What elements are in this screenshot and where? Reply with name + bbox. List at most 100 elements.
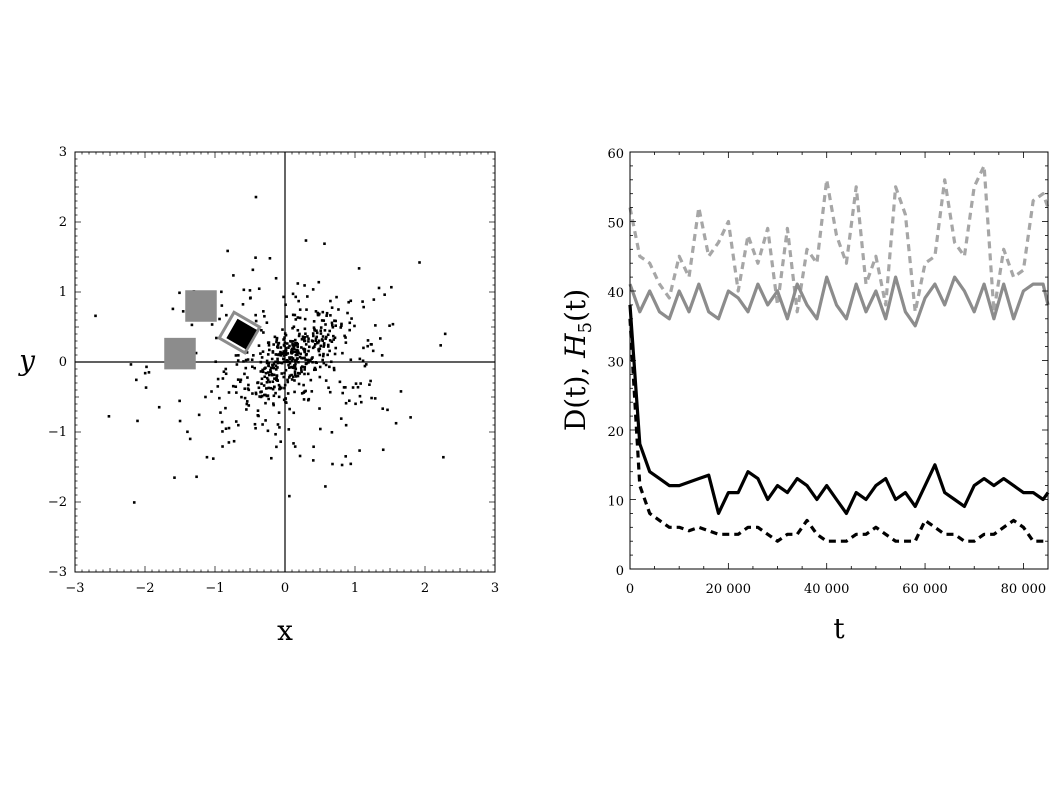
scatter-point bbox=[290, 348, 293, 352]
scatter-point bbox=[304, 358, 307, 361]
scatter-point bbox=[265, 387, 268, 390]
line-y-tick-label: 20 bbox=[607, 425, 624, 440]
scatter-point bbox=[278, 352, 281, 356]
scatter-point bbox=[258, 395, 261, 398]
scatter-point bbox=[295, 348, 299, 352]
scatter-point bbox=[291, 340, 295, 343]
scatter-point bbox=[318, 353, 322, 357]
scatter-point bbox=[243, 387, 247, 391]
scatter-point bbox=[326, 353, 329, 357]
scatter-point bbox=[303, 365, 307, 369]
scatter-point bbox=[251, 392, 254, 395]
scatter-point bbox=[261, 423, 264, 426]
scatter-point bbox=[379, 337, 382, 340]
scatter-point bbox=[171, 307, 175, 311]
scatter-point bbox=[307, 337, 310, 341]
line-y-tick-label: 0 bbox=[616, 564, 624, 579]
line-series-4 bbox=[628, 318, 1048, 543]
scatter-point bbox=[288, 356, 291, 359]
scatter-point bbox=[300, 346, 303, 349]
scatter-overlays bbox=[164, 290, 262, 370]
scatter-point bbox=[226, 249, 229, 253]
scatter-point bbox=[291, 292, 295, 296]
scatter-y-tick-label: 0 bbox=[59, 355, 67, 370]
scatter-point bbox=[343, 334, 346, 338]
scatter-point bbox=[218, 317, 221, 321]
scatter-point bbox=[313, 342, 317, 346]
scatter-point bbox=[274, 432, 277, 436]
scatter-point bbox=[266, 341, 270, 344]
scatter-point bbox=[316, 311, 320, 315]
scatter-point bbox=[290, 340, 293, 343]
scatter-point bbox=[178, 291, 181, 295]
line-series-1 bbox=[628, 164, 1050, 314]
scatter-point bbox=[305, 352, 308, 356]
scatter-point bbox=[246, 376, 249, 379]
scatter-point bbox=[252, 354, 255, 357]
scatter-point bbox=[312, 320, 316, 323]
scatter-point bbox=[323, 329, 327, 332]
scatter-point bbox=[318, 407, 321, 410]
scatter-point bbox=[274, 276, 278, 280]
scatter-point bbox=[362, 305, 365, 309]
scatter-point bbox=[298, 454, 302, 458]
scatter-point bbox=[335, 295, 338, 299]
scatter-point bbox=[300, 368, 303, 372]
scatter-point bbox=[270, 357, 274, 361]
scatter-point bbox=[349, 358, 353, 362]
scatter-point bbox=[319, 427, 322, 431]
scatter-point bbox=[309, 378, 313, 382]
scatter-point bbox=[288, 366, 291, 369]
line-y-axis-label-main: D(t), bbox=[559, 358, 592, 431]
scatter-point bbox=[418, 261, 421, 264]
scatter-point bbox=[280, 352, 284, 356]
line-x-tick-label: 0 bbox=[626, 582, 634, 597]
scatter-point bbox=[303, 327, 307, 331]
scatter-point bbox=[247, 383, 250, 387]
line-y-tick-label: 30 bbox=[607, 356, 624, 371]
scatter-point bbox=[281, 328, 284, 331]
scatter-point bbox=[327, 386, 330, 390]
scatter-point bbox=[224, 427, 228, 430]
scatter-point bbox=[381, 448, 385, 452]
scatter-point bbox=[328, 390, 332, 394]
scatter-point bbox=[293, 338, 297, 342]
scatter-point bbox=[238, 380, 242, 384]
scatter-point bbox=[303, 284, 306, 287]
scatter-point bbox=[354, 402, 357, 406]
scatter-point bbox=[371, 349, 375, 353]
scatter-point bbox=[373, 397, 377, 400]
scatter-point bbox=[330, 340, 334, 343]
scatter-point bbox=[303, 368, 306, 371]
scatter-point bbox=[322, 345, 325, 348]
scatter-point bbox=[263, 393, 266, 397]
scatter-point bbox=[370, 396, 373, 400]
scatter-point bbox=[288, 361, 292, 365]
scatter-point bbox=[318, 375, 322, 379]
scatter-point bbox=[267, 343, 271, 347]
scatter-point bbox=[269, 370, 273, 374]
scatter-point bbox=[205, 455, 209, 459]
scatter-point bbox=[306, 335, 309, 338]
scatter-point bbox=[251, 365, 254, 369]
scatter-point bbox=[279, 354, 283, 357]
scatter-point bbox=[322, 319, 326, 322]
scatter-point bbox=[190, 323, 194, 327]
scatter-y-tick-label: −3 bbox=[48, 565, 67, 580]
scatter-point bbox=[317, 341, 320, 344]
scatter-point bbox=[314, 339, 318, 343]
scatter-point bbox=[286, 378, 289, 382]
scatter-point bbox=[264, 401, 267, 405]
scatter-point bbox=[324, 363, 328, 367]
scatter-point bbox=[277, 383, 281, 387]
scatter-point bbox=[304, 343, 308, 346]
scatter-point bbox=[283, 336, 286, 339]
scatter-point bbox=[349, 462, 353, 466]
scatter-point bbox=[334, 324, 338, 327]
scatter-point bbox=[319, 332, 323, 335]
scatter-point bbox=[291, 326, 294, 330]
scatter-x-tick-label: 3 bbox=[491, 581, 499, 596]
scatter-point bbox=[284, 333, 288, 337]
scatter-point bbox=[280, 361, 284, 365]
scatter-point bbox=[275, 340, 278, 344]
